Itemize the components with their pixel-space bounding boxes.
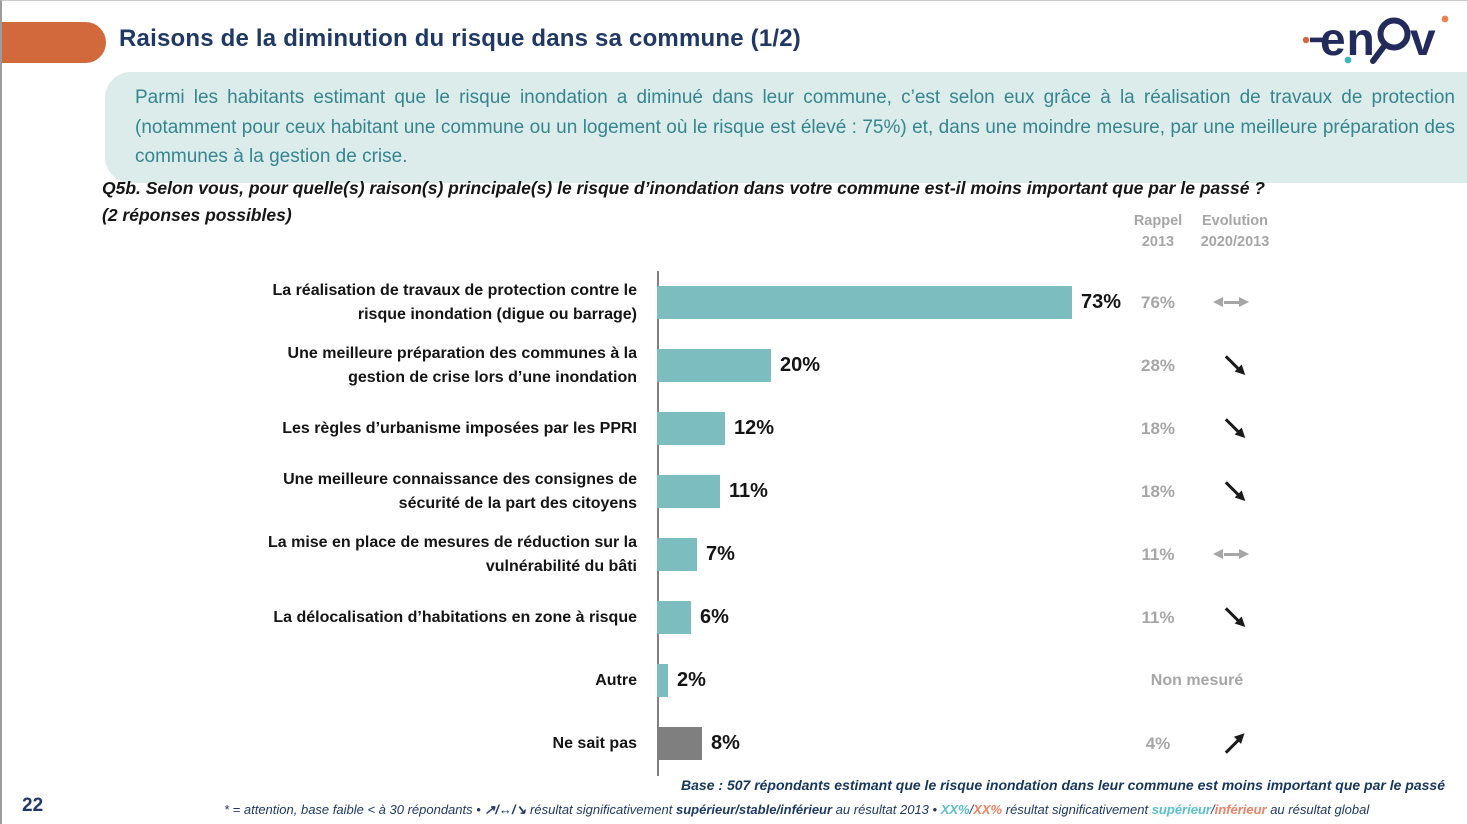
chart-row: La mise en place de mesures de réduction… <box>227 523 1276 586</box>
evolution-arrow <box>1194 295 1276 310</box>
chart-row: Autre 2% Non mesuré <box>227 649 1276 712</box>
evolution-arrow <box>1194 606 1276 631</box>
legend-inferieur: inférieur <box>1214 802 1267 817</box>
rappel-2013-header: Rappel 2013 <box>1122 211 1194 253</box>
chart-axis-line <box>657 271 659 776</box>
category-label: Une meilleure connaissance des consignes… <box>283 470 637 512</box>
footnote-legend: * = attention, base faible < à 30 répond… <box>224 802 1369 818</box>
evolution-arrow <box>1194 729 1276 755</box>
bar-value: 11% <box>729 480 768 502</box>
evolution-arrow <box>1194 417 1276 442</box>
bar <box>657 286 1072 319</box>
legend-superieur: supérieur <box>1151 802 1211 817</box>
legend-seg4: résultat significativement <box>1002 802 1152 817</box>
evolution-arrow <box>1194 547 1276 562</box>
enov-logo-icon: en v <box>1302 13 1449 65</box>
bar <box>657 475 720 508</box>
question-text: Q5b. Selon vous, pour quelle(s) raison(s… <box>102 178 1265 198</box>
rappel-header-line2: 2013 <box>1141 234 1175 251</box>
chart-row: La délocalisation d’habitations en zone … <box>227 586 1276 649</box>
page-number: 22 <box>22 795 44 816</box>
category-label: La mise en place de mesures de réduction… <box>267 533 637 575</box>
chart-row: Les règles d’urbanisme imposées par les … <box>227 397 1276 460</box>
legend-seg5: au résultat global <box>1266 802 1370 817</box>
rappel-value: 18% <box>1140 418 1176 438</box>
legend-seg2: résultat significativement <box>526 802 676 817</box>
question-block: Q5b. Selon vous, pour quelle(s) raison(s… <box>102 175 1265 229</box>
legend-slash1: / <box>969 802 974 817</box>
base-note: Base : 507 répondants estimant que le ri… <box>681 777 1445 793</box>
title-accent-bar <box>2 22 106 63</box>
bar <box>657 601 691 634</box>
legend-seg1: * = attention, base faible < à 30 répond… <box>224 802 485 817</box>
legend-seg3: au résultat 2013 • <box>832 802 941 817</box>
category-label: Autre <box>595 671 637 689</box>
rappel-value: 4% <box>1145 733 1171 753</box>
bar-value: 73% <box>1081 291 1122 313</box>
key-finding-text: Parmi les habitants estimant que le risq… <box>135 87 1455 168</box>
category-label: Ne sait pas <box>552 734 637 752</box>
legend-xx-coral: XX% <box>973 802 1003 817</box>
rappel-value: 11% <box>1141 544 1175 564</box>
rappel-value: Non mesuré <box>1150 671 1244 689</box>
bar <box>657 727 702 760</box>
category-label: Une meilleure préparation des communes à… <box>287 344 637 386</box>
rappel-value: 28% <box>1140 355 1176 375</box>
chart-row: La réalisation de travaux de protection … <box>227 271 1276 334</box>
legend-arrow-glyphs: ↗/↔/↘ <box>484 802 527 817</box>
category-label: La délocalisation d’habitations en zone … <box>273 608 637 626</box>
column-headers: Rappel 2013 Evolution 2020/2013 <box>1122 211 1276 253</box>
evolution-header: Evolution 2020/2013 <box>1194 211 1276 253</box>
key-finding-box: Parmi les habitants estimant que le risq… <box>105 72 1467 183</box>
legend-slash2: / <box>1210 802 1215 817</box>
bar <box>657 664 668 697</box>
legend-bold-terms: supérieur/stable/inférieur <box>676 802 833 817</box>
svg-text:en: en <box>1320 13 1376 65</box>
svg-text:v: v <box>1410 13 1436 65</box>
bar-value: 6% <box>700 606 729 628</box>
bar <box>657 349 771 382</box>
bar <box>657 538 697 571</box>
chart-row: Une meilleure préparation des communes à… <box>227 334 1276 397</box>
category-label: La réalisation de travaux de protection … <box>272 281 637 323</box>
chart-row: Une meilleure connaissance des consignes… <box>227 460 1276 523</box>
rappel-value: 18% <box>1140 481 1176 501</box>
bar-value: 20% <box>780 354 821 376</box>
legend-xx-teal: XX% <box>940 802 970 817</box>
chart-row: Ne sait pas 8% 4% <box>227 712 1276 775</box>
evolution-header-line1: Evolution <box>1201 213 1269 229</box>
bar-value: 8% <box>711 732 740 754</box>
rappel-header-line1: Rappel <box>1133 213 1183 229</box>
bar-value: 12% <box>734 417 775 439</box>
bar <box>657 412 725 445</box>
bar-chart: La réalisation de travaux de protection … <box>227 271 1276 775</box>
rappel-value: 11% <box>1141 607 1175 627</box>
page-title: Raisons de la diminution du risque dans … <box>119 25 801 52</box>
bar-value: 2% <box>677 669 706 691</box>
evolution-arrow <box>1194 354 1276 379</box>
enov-logo: en v <box>1299 9 1457 72</box>
evolution-arrow <box>1194 480 1276 505</box>
rappel-value: 76% <box>1140 292 1176 312</box>
category-label: Les règles d’urbanisme imposées par les … <box>282 419 637 437</box>
bar-value: 7% <box>706 543 735 565</box>
question-note: (2 réponses possibles) <box>102 205 292 226</box>
evolution-header-line2: 2020/2013 <box>1200 234 1270 251</box>
